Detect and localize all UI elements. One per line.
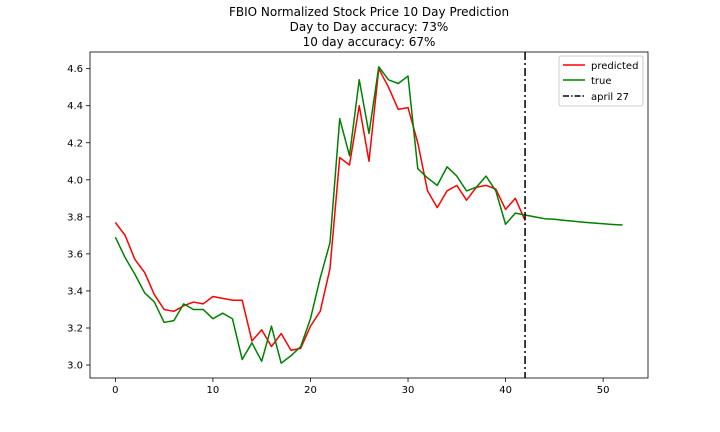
legend-label-predicted: predicted	[591, 61, 638, 72]
chart-title-line-3: 10 day accuracy: 67%	[303, 35, 436, 49]
legend-label-april-27: april 27	[591, 92, 629, 103]
axes-frame	[89, 51, 649, 379]
chart-title: FBIO Normalized Stock Price 10 Day Predi…	[229, 5, 509, 49]
y-tick-label: 4.0	[67, 175, 83, 186]
x-tick-label: 40	[499, 385, 512, 396]
x-tick-label: 10	[207, 385, 220, 396]
y-tick-label: 3.8	[67, 212, 83, 223]
y-tick-label: 4.6	[67, 64, 83, 75]
chart-title-line-2: Day to Day accuracy: 73%	[290, 20, 449, 34]
chart-title-line-1: FBIO Normalized Stock Price 10 Day Predi…	[229, 5, 509, 19]
legend: predicted true april 27	[558, 55, 644, 107]
y-tick-label: 3.0	[67, 361, 83, 372]
y-tick-label: 3.2	[67, 323, 83, 334]
y-tick-label: 4.4	[67, 101, 83, 112]
plot-area: 0 10 20 30 40 50 3.0 3.2 3.4 3.6 3.8 4.0 4.2 4.4 4.6	[67, 51, 649, 396]
y-tick-label: 3.4	[67, 286, 83, 297]
x-tick-label: 50	[597, 385, 610, 396]
series-line-predicted	[114, 67, 526, 351]
series-line-true	[114, 66, 623, 364]
x-tick-label: 0	[112, 385, 118, 396]
legend-box	[558, 55, 644, 107]
y-tick-label: 4.2	[67, 138, 83, 149]
x-tick-label: 20	[304, 385, 317, 396]
x-tick-label: 30	[402, 385, 415, 396]
legend-label-true: true	[591, 76, 612, 87]
y-tick-label: 3.6	[67, 249, 83, 260]
